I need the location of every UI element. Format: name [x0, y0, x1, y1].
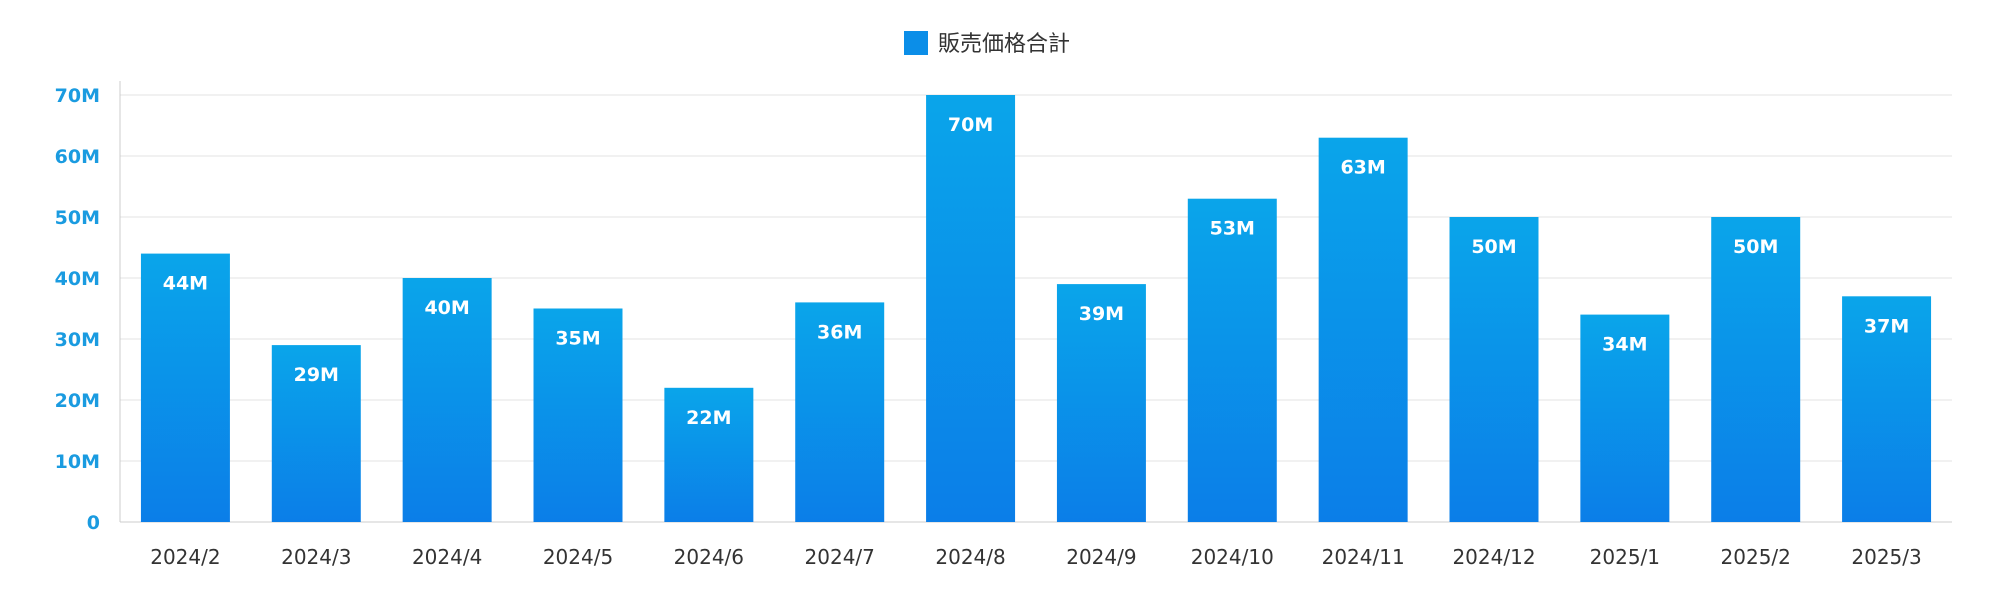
- y-tick-label: 0: [87, 512, 100, 534]
- y-tick-label: 10M: [55, 451, 100, 473]
- data-label: 35M: [555, 328, 600, 350]
- y-tick-label: 40M: [55, 268, 100, 290]
- x-tick-label: 2024/2: [150, 545, 220, 569]
- data-label: 63M: [1340, 157, 1385, 179]
- bar[interactable]: [533, 308, 623, 523]
- data-label: 50M: [1733, 236, 1778, 258]
- legend-label: 販売価格合計: [938, 32, 1070, 57]
- bar[interactable]: [271, 345, 361, 522]
- bar[interactable]: [1056, 284, 1146, 522]
- bar[interactable]: [795, 302, 885, 522]
- data-label: 53M: [1210, 218, 1255, 240]
- x-tick-label: 2024/6: [674, 545, 744, 569]
- data-label: 29M: [294, 364, 339, 386]
- y-tick-label: 20M: [55, 390, 100, 412]
- x-tick-label: 2024/9: [1066, 545, 1136, 569]
- x-tick-label: 2024/10: [1191, 545, 1274, 569]
- data-labels: 44M 29M 40M 35M 22M 36M 70M 39M 53M 63M 50M 34M 50M 3…: [163, 114, 1910, 429]
- y-axis-ticks: 0 10M 20M 30M 40M 50M 60M 70M: [55, 85, 100, 534]
- data-label: 70M: [948, 114, 993, 136]
- bar[interactable]: [1318, 137, 1408, 522]
- y-tick-label: 70M: [55, 85, 100, 107]
- data-label: 36M: [817, 321, 862, 343]
- legend-swatch: [904, 31, 928, 55]
- bars: [140, 95, 1932, 523]
- bar[interactable]: [402, 278, 492, 522]
- bar[interactable]: [1842, 296, 1932, 522]
- x-tick-label: 2024/11: [1322, 545, 1405, 569]
- y-tick-label: 60M: [55, 146, 100, 168]
- x-tick-label: 2025/1: [1590, 545, 1660, 569]
- data-label: 34M: [1602, 334, 1647, 356]
- y-tick-label: 50M: [55, 207, 100, 229]
- x-tick-label: 2025/3: [1851, 545, 1921, 569]
- bar[interactable]: [926, 95, 1016, 522]
- x-tick-label: 2024/3: [281, 545, 351, 569]
- bar[interactable]: [1580, 314, 1670, 522]
- grid-lines: [119, 81, 1952, 523]
- bar[interactable]: [1187, 198, 1277, 522]
- bar[interactable]: [664, 387, 754, 522]
- x-tick-label: 2024/5: [543, 545, 613, 569]
- x-tick-label: 2025/2: [1721, 545, 1791, 569]
- y-tick-label: 30M: [55, 329, 100, 351]
- data-label: 44M: [163, 273, 208, 295]
- bar[interactable]: [1449, 217, 1539, 522]
- x-tick-label: 2024/12: [1452, 545, 1535, 569]
- data-label: 39M: [1079, 303, 1124, 325]
- legend: 販売価格合計: [904, 31, 1070, 57]
- data-label: 37M: [1864, 315, 1909, 337]
- bar[interactable]: [140, 253, 230, 522]
- x-axis-ticks: 2024/2 2024/3 2024/4 2024/5 2024/6 2024/7 2024…: [150, 545, 1922, 569]
- x-tick-label: 2024/8: [935, 545, 1005, 569]
- x-tick-label: 2024/4: [412, 545, 482, 569]
- bar[interactable]: [1711, 217, 1801, 522]
- data-label: 40M: [424, 297, 469, 319]
- data-label: 22M: [686, 407, 731, 429]
- x-tick-label: 2024/7: [805, 545, 875, 569]
- data-label: 50M: [1471, 236, 1516, 258]
